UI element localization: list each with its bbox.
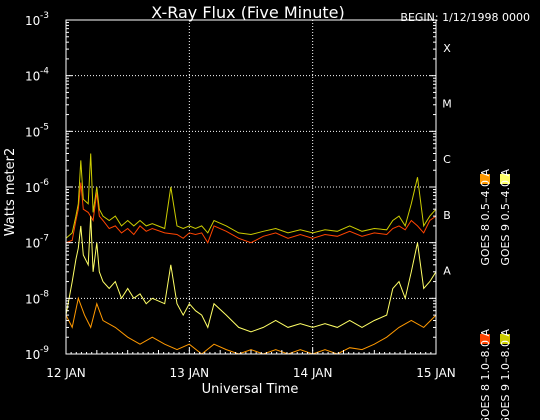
y-axis-ticks: 10-310-410-510-610-710-810-9 (25, 11, 436, 362)
flare-class-a: A (443, 265, 451, 278)
series-line-4 (65, 216, 437, 333)
legend-label: GOES 9 0.5–4.0 A (499, 169, 512, 266)
legend-swatch (480, 174, 490, 184)
legend-item-3: GOES 9 1.0–8.0 A (499, 329, 512, 420)
y-tick-exponent: -6 (40, 178, 49, 188)
y-tick-base: 10 (25, 14, 40, 28)
legend-item-1: GOES 8 1.0–8.0 A (479, 329, 492, 420)
y-tick-base: 10 (25, 348, 40, 362)
legend-label: GOES 9 1.0–8.0 A (499, 329, 512, 420)
y-tick-exponent: -9 (40, 345, 49, 355)
series-line-2 (65, 296, 437, 355)
y-tick-base: 10 (25, 125, 40, 139)
y-tick-label: 10 -8 (25, 289, 49, 306)
legend-swatch (480, 334, 490, 344)
legend-label: GOES 8 1.0–8.0 A (479, 329, 492, 420)
y-tick-label: 10 -7 (25, 234, 49, 251)
flare-class-c: C (443, 153, 451, 166)
x-tick-label: 13 JAN (170, 366, 210, 380)
y-tick-exponent: -3 (40, 11, 49, 21)
x-tick-label: 14 JAN (293, 366, 333, 380)
y-axis-label: Watts meter2 (3, 148, 18, 236)
y-tick-exponent: -8 (40, 289, 49, 299)
begin-date-label: BEGIN: 1/12/1998 0000 (400, 11, 530, 24)
y-tick-exponent: -7 (40, 234, 49, 244)
x-tick-label: 15 JAN (416, 366, 456, 380)
y-tick-base: 10 (25, 181, 40, 195)
y-tick-label: 10 -4 (25, 67, 49, 84)
y-tick-label: 10 -3 (25, 11, 49, 28)
plot-series (65, 153, 437, 355)
flare-class-x: X (443, 42, 451, 55)
y-tick-base: 10 (25, 70, 40, 84)
x-axis-label: Universal Time (202, 382, 299, 397)
legend-label: GOES 8 0.5–4.0 A (479, 169, 492, 266)
y-tick-exponent: -5 (40, 122, 49, 132)
x-axis-ticks: 12 JAN 13 JAN 14 JAN 15 JAN (46, 348, 456, 380)
y-tick-exponent: -4 (40, 67, 49, 77)
y-tick-base: 10 (25, 292, 40, 306)
legend-item-2: GOES 8 0.5–4.0 A (479, 169, 492, 266)
y-tick-base: 10 (25, 237, 40, 251)
y-tick-label: 10 -6 (25, 178, 49, 195)
series-line-3 (65, 153, 437, 239)
y-tick-label: 10 -9 (25, 345, 49, 362)
legend-swatch (500, 334, 510, 344)
chart-title: X-Ray Flux (Five Minute) (151, 3, 344, 22)
y-tick-label: 10 -5 (25, 122, 49, 139)
legend-item-4: GOES 9 0.5–4.0 A (499, 169, 512, 266)
flare-class-m: M (442, 98, 452, 111)
flare-class-b: B (443, 209, 451, 222)
flare-class-labels: X M C B A (442, 42, 452, 278)
legend: GOES 8 0.5–4.0 A GOES 8 1.0–8.0 A GOES 9 0… (479, 169, 512, 420)
x-tick-label: 12 JAN (46, 366, 86, 380)
legend-swatch (500, 174, 510, 184)
series-line-1 (65, 182, 437, 244)
